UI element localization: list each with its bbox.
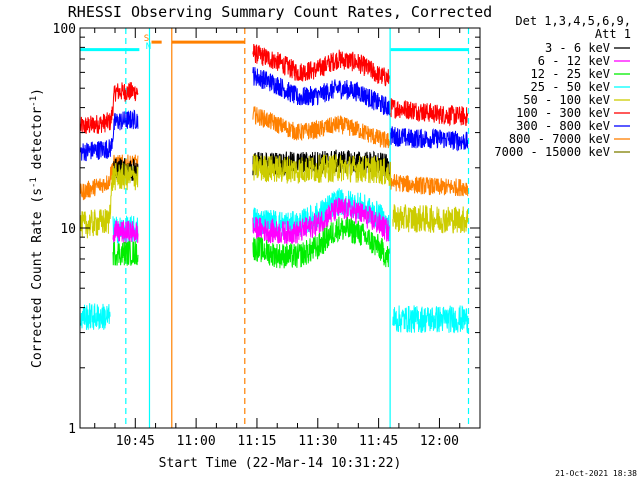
series-line bbox=[252, 106, 390, 149]
series-line bbox=[252, 216, 390, 269]
legend-label: 3 - 6 keV bbox=[545, 41, 610, 55]
legend-header-detectors: Det 1,3,4,5,6,9, bbox=[515, 14, 631, 28]
chart-title: RHESSI Observing Summary Count Rates, Co… bbox=[68, 3, 492, 21]
series-line bbox=[390, 98, 469, 127]
x-tick-label: 11:15 bbox=[237, 434, 276, 449]
series-line bbox=[252, 67, 390, 116]
series-line bbox=[252, 197, 390, 245]
series-line bbox=[252, 43, 390, 87]
series-line bbox=[112, 240, 139, 266]
series-line bbox=[390, 126, 469, 152]
y-tick-label: 100 bbox=[53, 22, 76, 37]
legend-label: 50 - 100 keV bbox=[523, 93, 610, 107]
y-axis: 1 10 100 bbox=[53, 22, 480, 437]
series-line bbox=[80, 82, 139, 134]
flag-label: S bbox=[144, 34, 149, 44]
series-line bbox=[392, 204, 469, 234]
series-line bbox=[80, 109, 139, 162]
series-line bbox=[390, 173, 469, 197]
legend-label: 300 - 800 keV bbox=[516, 119, 610, 133]
series-300-800kev bbox=[80, 67, 469, 162]
x-axis: 10:45 11:00 11:15 11:30 11:45 12:00 bbox=[94, 28, 481, 449]
series-800-7000kev bbox=[80, 106, 469, 201]
legend-label: 800 - 7000 keV bbox=[509, 132, 610, 146]
timestamp: 21-Oct-2021 18:38 bbox=[555, 469, 637, 478]
legend-label: 100 - 300 keV bbox=[516, 106, 610, 120]
legend-header-attenuator: Att 1 bbox=[595, 27, 631, 41]
y-tick-label: 10 bbox=[60, 222, 76, 237]
y-axis-label: Corrected Count Rate (s-1 detector-1) bbox=[29, 88, 45, 368]
x-axis-label: Start Time (22-Mar-14 10:31:22) bbox=[159, 456, 402, 471]
x-tick-label: 11:30 bbox=[298, 434, 337, 449]
x-tick-label: 11:00 bbox=[177, 434, 216, 449]
x-tick-label: 11:45 bbox=[359, 434, 398, 449]
series-100-300kev bbox=[80, 43, 469, 134]
series-line bbox=[392, 305, 469, 334]
flag-label: N bbox=[146, 42, 151, 52]
chart-area: SN bbox=[80, 28, 470, 428]
series-6-12kev bbox=[112, 197, 390, 245]
series-12-25kev bbox=[112, 216, 390, 269]
legend-label: 6 - 12 keV bbox=[538, 54, 610, 68]
x-tick-label: 12:00 bbox=[420, 434, 459, 449]
x-tick-label: 10:45 bbox=[116, 434, 155, 449]
legend-label: 12 - 25 keV bbox=[531, 67, 610, 81]
legend-label: 25 - 50 keV bbox=[531, 80, 610, 94]
y-tick-label: 1 bbox=[68, 422, 76, 437]
series-line bbox=[80, 162, 139, 239]
series-line bbox=[252, 154, 392, 186]
series-50-100kev bbox=[80, 154, 469, 239]
series-line bbox=[80, 303, 111, 331]
legend-label: 7000 - 15000 keV bbox=[494, 145, 610, 159]
series-line bbox=[112, 220, 139, 245]
